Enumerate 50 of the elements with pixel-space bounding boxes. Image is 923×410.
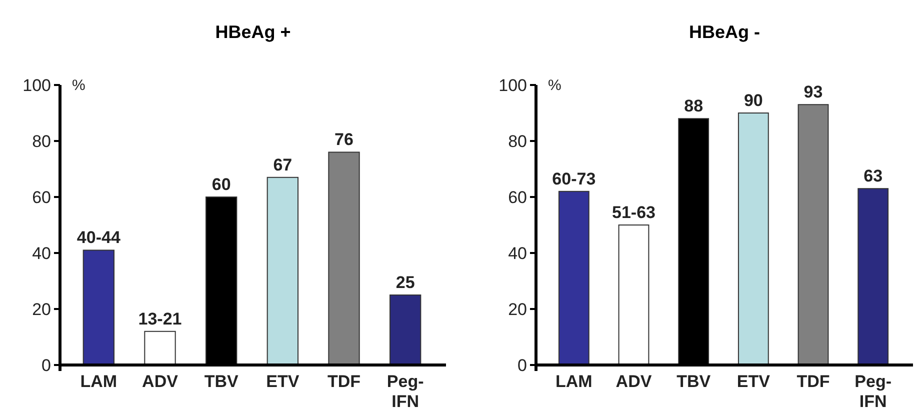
data-label: 13-21 xyxy=(138,309,182,328)
y-tick-label: 0 xyxy=(518,356,527,375)
x-tick-label: TDF xyxy=(796,372,830,391)
bar xyxy=(858,188,889,366)
x-tick-label: ADV xyxy=(142,372,179,391)
x-tick-label: ETV xyxy=(736,372,771,391)
bar xyxy=(144,330,176,366)
y-tick-label: 60 xyxy=(32,188,51,207)
data-label: 60-73 xyxy=(552,169,596,188)
y-tick-label: 80 xyxy=(32,132,51,151)
chart-title: HBeAg + xyxy=(215,22,291,42)
x-tick-label: TBV xyxy=(676,372,712,391)
bar xyxy=(328,152,360,366)
bar xyxy=(390,294,422,366)
bar xyxy=(738,112,769,366)
y-tick-label: 40 xyxy=(508,244,527,263)
y-tick-label: 100 xyxy=(498,76,527,95)
y-tick-label: 20 xyxy=(32,300,51,319)
y-axis-title: % xyxy=(548,77,562,94)
x-tick-label: LAM xyxy=(556,372,592,391)
data-label: 25 xyxy=(396,273,415,292)
data-label: 63 xyxy=(864,166,883,186)
bar xyxy=(82,250,114,366)
data-label: 60 xyxy=(212,175,231,194)
x-tick-label: Peg-IFN xyxy=(854,372,892,410)
y-tick-label: 60 xyxy=(508,188,527,207)
data-label: 40-44 xyxy=(76,228,121,248)
x-tick-label: LAM xyxy=(80,372,118,391)
x-tick-label: ADV xyxy=(616,372,652,391)
y-tick-label: 40 xyxy=(32,244,51,263)
data-label: 88 xyxy=(684,96,704,116)
y-tick-label: 100 xyxy=(22,76,51,95)
bar xyxy=(618,224,650,366)
bar xyxy=(798,104,829,366)
data-label: 51-63 xyxy=(612,203,656,222)
y-tick-label: 0 xyxy=(42,356,51,375)
data-label: 76 xyxy=(334,130,354,150)
bar xyxy=(558,190,590,366)
y-axis-title: % xyxy=(72,77,86,94)
y-tick-label: 80 xyxy=(508,132,527,151)
x-tick-label: ETV xyxy=(266,372,300,391)
x-tick-label: TDF xyxy=(327,372,361,391)
data-label: 67 xyxy=(273,155,292,174)
x-tick-label: TBV xyxy=(204,372,239,391)
y-tick-label: 20 xyxy=(508,300,527,319)
data-label: 93 xyxy=(804,82,823,102)
chart-title: HBeAg - xyxy=(689,22,760,42)
x-tick-label: Peg-IFN xyxy=(386,372,424,410)
data-label: 90 xyxy=(744,91,763,110)
bar xyxy=(266,176,298,366)
